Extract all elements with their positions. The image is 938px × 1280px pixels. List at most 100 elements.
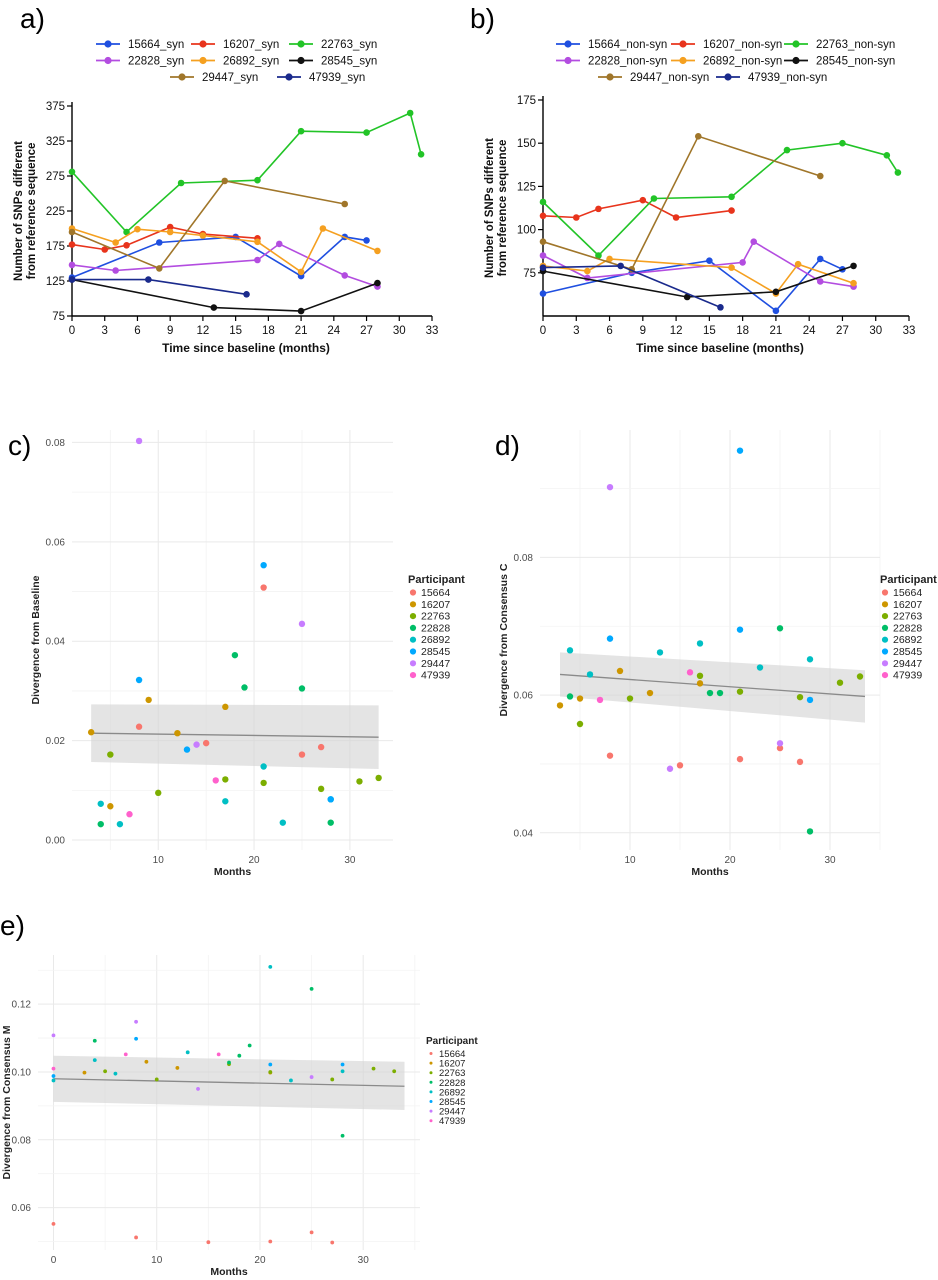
series-line	[542, 240, 854, 288]
x-tick-label: 3	[102, 325, 108, 337]
legend: Participant15664162072276322828268922854…	[426, 1036, 478, 1127]
legend-entry: 28545	[409, 646, 450, 658]
legend-entry: 15664	[881, 587, 922, 599]
data-point	[297, 307, 305, 315]
y-tick-label: 175	[46, 241, 65, 253]
legend-marker	[881, 613, 889, 620]
data-point	[539, 264, 547, 271]
data-point	[51, 1078, 56, 1083]
data-point	[166, 223, 174, 231]
legend-marker	[881, 648, 889, 655]
data-point	[260, 584, 267, 591]
y-axis-title: Divergence from Consensus C	[498, 563, 510, 716]
y-tick-label: 0.06	[12, 1203, 32, 1214]
data-point	[739, 259, 746, 266]
series-line	[71, 242, 378, 288]
legend-entry: 47939	[409, 670, 450, 682]
legend-label: 47939	[893, 670, 922, 682]
legend-label: 28545	[439, 1097, 465, 1108]
data-point	[231, 651, 239, 659]
data-point	[298, 620, 306, 628]
data-point	[341, 272, 349, 279]
legend-label: 29447_non-syn	[630, 72, 709, 84]
legend-label: 29447_syn	[202, 72, 258, 84]
data-point	[686, 669, 694, 676]
y-tick-label: 0.00	[46, 836, 66, 847]
data-point	[683, 293, 691, 301]
x-tick-label: 12	[197, 325, 210, 337]
data-point	[309, 1075, 314, 1079]
data-point	[183, 746, 191, 753]
legend-entry: 47939	[429, 1116, 465, 1127]
legend-label: 22763	[893, 611, 922, 623]
data-point	[298, 751, 306, 758]
data-point	[694, 132, 702, 140]
series-line	[71, 236, 367, 279]
data-point	[796, 693, 804, 701]
data-point	[177, 179, 185, 187]
data-point	[539, 198, 547, 206]
legend-label: 47939_syn	[309, 72, 365, 84]
data-point	[586, 671, 594, 678]
series-47939	[68, 276, 250, 298]
legend-marker	[285, 73, 293, 81]
series-line	[542, 258, 843, 312]
data-point	[134, 1036, 138, 1041]
data-point	[145, 696, 152, 704]
data-point	[196, 1087, 200, 1091]
legend-entry: 15664	[429, 1049, 465, 1060]
panel-label: a)	[20, 3, 45, 34]
data-point	[68, 168, 76, 176]
x-tick-label: 30	[824, 855, 836, 866]
x-tick-label: 9	[167, 325, 173, 337]
legend-label: 28545	[893, 646, 922, 658]
data-point	[327, 819, 334, 826]
data-point	[134, 1235, 138, 1240]
data-point	[539, 290, 547, 297]
x-tick-label: 27	[836, 325, 849, 337]
legend-label: 22828_syn	[128, 56, 184, 68]
legend-label: 29447	[421, 658, 450, 670]
series-16207	[539, 196, 735, 221]
y-tick-label: 0.12	[12, 1000, 32, 1011]
x-tick-label: 0	[51, 1255, 57, 1266]
data-point	[584, 267, 591, 275]
legend-entry: 29447_non-syn	[598, 72, 709, 84]
data-point	[166, 228, 174, 236]
data-point	[706, 257, 713, 265]
legend-entry: 15664_syn	[96, 39, 184, 51]
y-tick-label: 100	[517, 225, 536, 237]
data-point	[68, 261, 76, 269]
data-point	[816, 278, 824, 285]
data-point	[216, 1052, 221, 1057]
y-tick-label: 0.04	[514, 828, 534, 839]
data-point	[606, 752, 614, 759]
legend-label: 22763_syn	[321, 39, 377, 51]
data-point	[260, 763, 267, 770]
data-point	[856, 673, 864, 680]
series-15664	[539, 255, 846, 315]
data-point	[556, 702, 564, 709]
data-point	[101, 246, 109, 253]
legend-marker	[564, 40, 572, 48]
legend-marker	[429, 1100, 433, 1103]
x-axis-title: Months	[210, 1266, 247, 1278]
data-point	[51, 1033, 56, 1038]
legend-marker	[297, 40, 305, 48]
y-tick-label: 75	[52, 311, 65, 323]
legend-entry: 29447	[429, 1107, 465, 1118]
data-point	[566, 693, 574, 700]
legend-entry: 16207	[429, 1059, 465, 1070]
legend-entry: 47939_syn	[277, 72, 365, 84]
x-tick-label: 3	[573, 325, 579, 337]
legend-title: Participant	[880, 574, 937, 586]
legend: Participant15664162072276322828268922854…	[880, 574, 937, 682]
data-point	[222, 776, 229, 783]
series-line	[72, 278, 247, 296]
data-point	[134, 1019, 138, 1024]
data-point	[97, 820, 104, 828]
data-point	[254, 238, 261, 246]
legend-marker	[429, 1090, 433, 1094]
panel-label: d)	[495, 430, 520, 461]
panel-b: b) 15664_non-syn 16207_non-syn 22763_non-sy…	[470, 3, 915, 355]
